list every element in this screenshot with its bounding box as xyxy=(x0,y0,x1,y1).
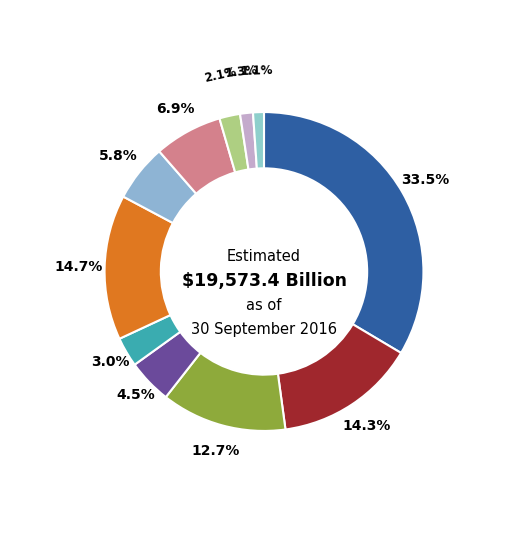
Text: 5.8%: 5.8% xyxy=(99,149,138,163)
Text: 33.5%: 33.5% xyxy=(401,173,449,187)
Text: as of: as of xyxy=(247,298,281,313)
Wedge shape xyxy=(166,353,286,431)
Text: 6.9%: 6.9% xyxy=(156,102,194,116)
Wedge shape xyxy=(123,151,196,223)
Text: 3.0%: 3.0% xyxy=(91,355,129,369)
Text: 2.1%: 2.1% xyxy=(203,66,238,85)
Wedge shape xyxy=(220,114,249,173)
Wedge shape xyxy=(135,332,201,397)
Wedge shape xyxy=(278,324,401,430)
Text: 1.3%: 1.3% xyxy=(225,64,259,80)
Text: 30 September 2016: 30 September 2016 xyxy=(191,322,337,337)
Text: 14.3%: 14.3% xyxy=(342,419,391,433)
Text: $19,573.4 Billion: $19,573.4 Billion xyxy=(182,272,346,290)
Wedge shape xyxy=(159,118,235,194)
Text: 4.5%: 4.5% xyxy=(116,388,155,402)
Wedge shape xyxy=(119,315,180,365)
Wedge shape xyxy=(264,112,423,353)
Wedge shape xyxy=(253,112,264,168)
Wedge shape xyxy=(105,197,173,339)
Text: 1.1%: 1.1% xyxy=(241,64,274,78)
Wedge shape xyxy=(240,112,257,169)
Text: Estimated: Estimated xyxy=(227,249,301,264)
Text: 14.7%: 14.7% xyxy=(54,260,102,274)
Text: 12.7%: 12.7% xyxy=(191,444,240,458)
